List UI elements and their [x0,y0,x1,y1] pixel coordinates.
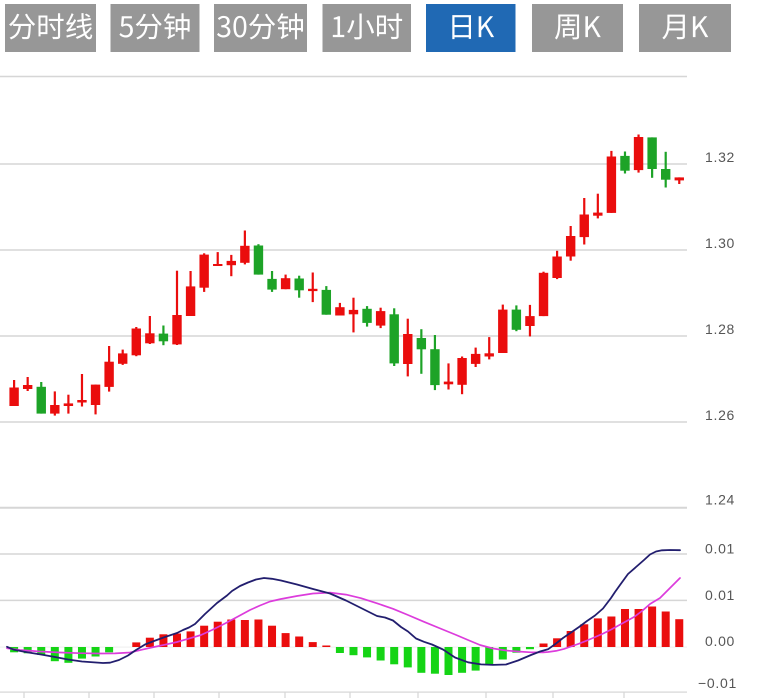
svg-text:0.01: 0.01 [705,541,735,557]
svg-text:−0.01: −0.01 [698,675,737,691]
svg-text:1.26: 1.26 [705,407,735,423]
svg-text:1.28: 1.28 [705,321,735,337]
svg-text:1.24: 1.24 [705,492,735,508]
svg-text:1.32: 1.32 [705,149,735,165]
svg-text:1.30: 1.30 [705,235,735,251]
svg-text:0.00: 0.00 [705,633,735,649]
svg-text:0.01: 0.01 [705,587,735,603]
